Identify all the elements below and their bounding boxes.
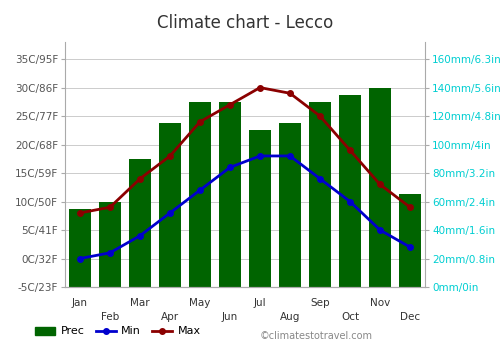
Text: Oct: Oct [341,312,359,322]
Text: Mar: Mar [130,298,150,308]
Text: ©climatestotravel.com: ©climatestotravel.com [260,331,373,341]
Text: Aug: Aug [280,312,300,322]
Bar [99,202,121,287]
Bar [399,194,421,287]
Bar [189,102,211,287]
Text: Sep: Sep [310,298,330,308]
Bar [249,130,271,287]
Bar [369,88,391,287]
Text: Climate chart - Lecco: Climate chart - Lecco [157,14,333,32]
Bar [309,102,331,287]
Legend: Prec, Min, Max: Prec, Min, Max [30,322,205,341]
Text: Apr: Apr [161,312,179,322]
Bar [279,123,301,287]
Text: Nov: Nov [370,298,390,308]
Bar [159,123,181,287]
Bar [129,159,151,287]
Bar [339,95,361,287]
Text: Feb: Feb [101,312,119,322]
Text: May: May [190,298,210,308]
Bar [69,209,91,287]
Text: Jan: Jan [72,298,88,308]
Text: Dec: Dec [400,312,420,322]
Bar [219,102,241,287]
Text: Jul: Jul [254,298,266,308]
Text: Jun: Jun [222,312,238,322]
